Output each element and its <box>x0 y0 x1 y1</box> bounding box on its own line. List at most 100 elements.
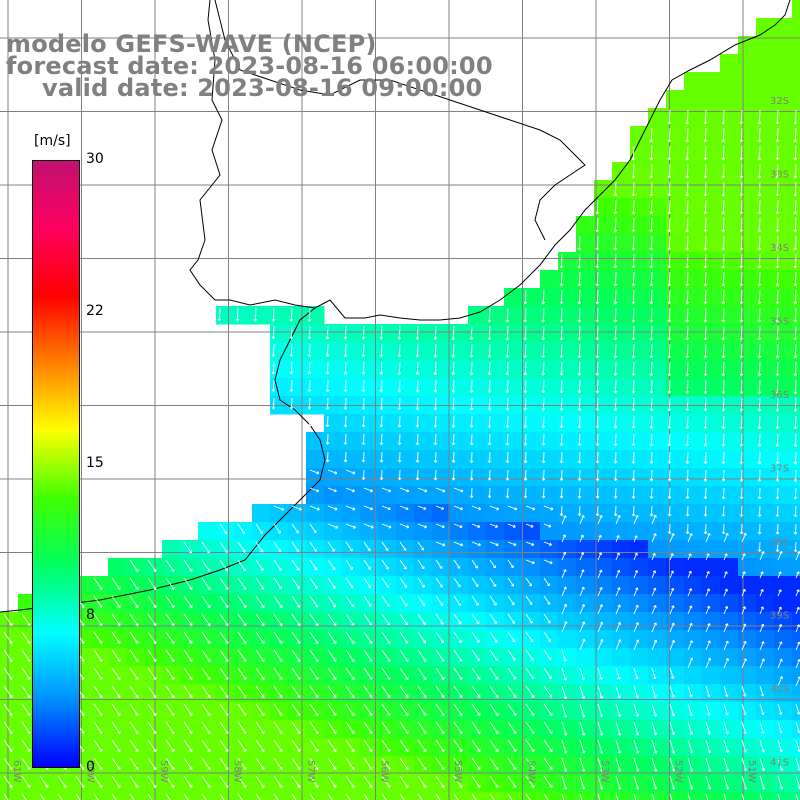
wind-arrow <box>687 605 693 615</box>
wind-cell <box>756 576 775 595</box>
wind-arrow <box>631 163 636 179</box>
wind-arrow <box>793 433 798 447</box>
wind-arrow <box>775 181 780 197</box>
wind-cell <box>774 36 793 55</box>
wind-arrow <box>579 703 586 718</box>
wind-cell <box>720 792 739 800</box>
wind-arrow <box>633 622 639 633</box>
wind-arrow <box>93 775 103 788</box>
wind-arrow <box>327 775 337 788</box>
wind-cell <box>162 792 181 800</box>
wind-arrow <box>723 623 729 633</box>
wind-arrow <box>669 793 673 800</box>
wind-arrow <box>577 325 582 341</box>
wind-cell <box>594 558 613 577</box>
wind-cell <box>414 522 433 541</box>
wind-arrow <box>381 595 390 607</box>
wind-arrow <box>507 721 517 734</box>
wind-cell <box>594 450 613 469</box>
wind-arrow <box>21 667 31 680</box>
wind-arrow <box>451 361 456 376</box>
wind-cell <box>342 414 361 433</box>
wind-arrow <box>777 589 782 597</box>
wind-cell <box>450 414 469 433</box>
wind-arrow <box>489 541 499 547</box>
wind-arrow <box>595 505 600 517</box>
wind-cell <box>594 648 613 667</box>
wind-cell <box>558 486 577 505</box>
wind-cell <box>522 432 541 451</box>
wind-arrow <box>273 595 283 608</box>
wind-cell <box>594 522 613 541</box>
wind-cell <box>648 756 667 775</box>
wind-cell <box>522 414 541 433</box>
wind-arrow <box>451 343 456 358</box>
wind-cell <box>432 522 451 541</box>
wind-arrow <box>487 451 492 463</box>
wind-arrow <box>741 721 747 735</box>
wind-arrow <box>471 739 481 752</box>
wind-arrow <box>579 604 585 615</box>
wind-arrow <box>777 775 784 790</box>
wind-arrow <box>613 469 618 482</box>
wind-arrow <box>793 235 798 251</box>
wind-arrow <box>471 631 480 643</box>
wind-cell <box>324 504 343 523</box>
wind-arrow <box>597 667 603 681</box>
wind-arrow <box>487 361 492 376</box>
wind-cell <box>558 432 577 451</box>
wind-arrow <box>649 181 654 197</box>
wind-arrow <box>705 532 711 543</box>
wind-arrow <box>165 667 175 680</box>
wind-arrow <box>721 415 726 429</box>
wind-arrow <box>543 613 551 624</box>
wind-arrow <box>739 145 744 161</box>
wind-arrow <box>201 649 211 662</box>
wind-arrow <box>649 235 654 251</box>
wind-arrow <box>667 451 672 464</box>
wind-arrow <box>255 757 265 770</box>
wind-arrow <box>543 631 551 642</box>
wind-cell <box>684 72 703 91</box>
wind-arrow <box>363 487 373 493</box>
wind-arrow <box>739 109 744 125</box>
wind-arrow <box>345 469 356 475</box>
wind-arrow <box>397 361 402 375</box>
wind-arrow <box>543 559 553 565</box>
wind-cell <box>558 468 577 487</box>
wind-arrow <box>435 775 445 788</box>
wind-arrow <box>741 623 747 633</box>
wind-arrow <box>507 739 517 752</box>
wind-arrow <box>399 631 409 644</box>
wind-cell <box>666 558 685 577</box>
wind-arrow <box>721 109 726 125</box>
wind-cell <box>450 504 469 523</box>
wind-arrow <box>775 379 780 395</box>
wind-arrow <box>111 703 121 716</box>
wind-arrow <box>201 541 210 554</box>
wind-arrow <box>523 451 528 464</box>
wind-arrow <box>759 757 766 772</box>
wind-arrow <box>147 739 157 752</box>
wind-arrow <box>613 343 618 359</box>
wind-arrow <box>561 775 568 790</box>
wind-cell <box>504 522 523 541</box>
wind-cell <box>666 486 685 505</box>
wind-cell <box>306 468 325 487</box>
wind-cell <box>342 486 361 505</box>
wind-cell <box>792 18 800 37</box>
wind-arrow <box>759 623 765 633</box>
wind-arrow <box>271 307 276 322</box>
wind-arrow <box>597 703 604 718</box>
wind-arrow <box>759 775 766 790</box>
wind-arrow <box>685 397 690 412</box>
wind-cell <box>576 432 595 451</box>
wind-arrow <box>489 703 499 716</box>
wind-arrow <box>453 505 463 511</box>
wind-arrow <box>687 570 692 579</box>
wind-arrow <box>325 397 330 410</box>
wind-arrow <box>775 109 780 125</box>
wind-arrow <box>757 505 762 517</box>
wind-arrow <box>793 145 798 161</box>
wind-arrow <box>793 127 798 143</box>
